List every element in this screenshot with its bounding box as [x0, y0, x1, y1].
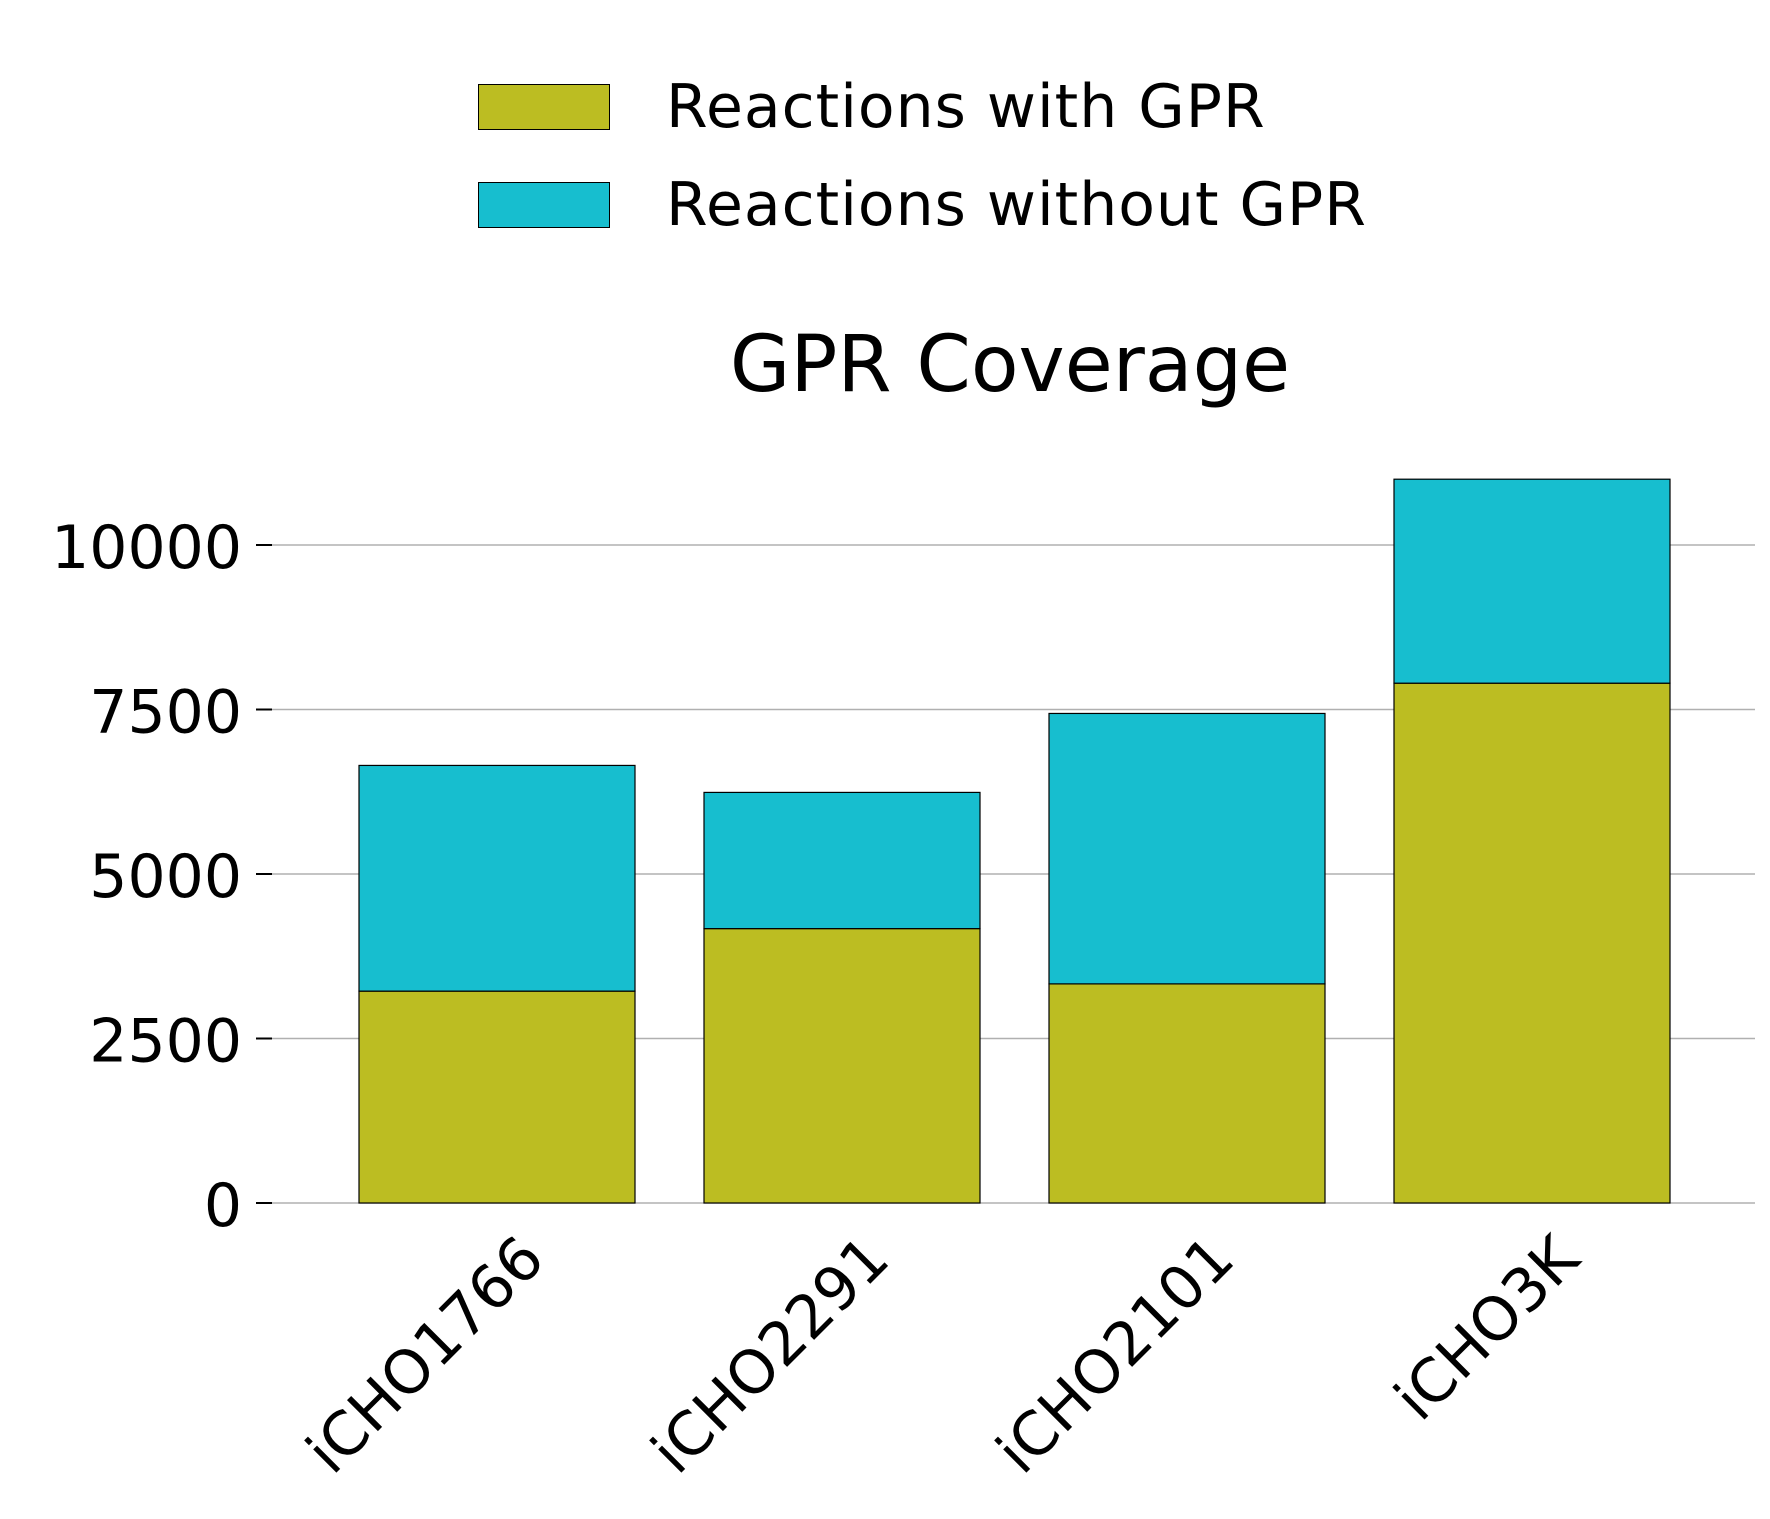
x-tick-label-iCHO3K: iCHO3K — [1382, 1222, 1594, 1434]
x-tick-label-iCHO1766: iCHO1766 — [293, 1223, 557, 1487]
x-tick-label-iCHO2101: iCHO2101 — [983, 1223, 1247, 1487]
legend: Reactions with GPR Reactions without GPR — [478, 58, 1367, 254]
y-tick-label-7500: 7500 — [89, 678, 242, 748]
legend-label-with-gpr: Reactions with GPR — [666, 72, 1266, 142]
x-tick-label-iCHO2291: iCHO2291 — [638, 1223, 902, 1487]
y-tick-label-2500: 2500 — [89, 1007, 242, 1077]
bar-iCHO3K-with-gpr — [1393, 682, 1671, 1204]
chart-title: GPR Coverage — [729, 320, 1291, 410]
bar-iCHO2291-without-gpr — [703, 791, 981, 930]
legend-swatch-with-gpr — [478, 84, 610, 130]
legend-item-with-gpr: Reactions with GPR — [478, 58, 1367, 156]
bar-iCHO2101-with-gpr — [1048, 983, 1326, 1204]
bar-iCHO1766-without-gpr — [358, 764, 636, 992]
bar-iCHO2101-without-gpr — [1048, 712, 1326, 985]
legend-item-without-gpr: Reactions without GPR — [478, 156, 1367, 254]
bar-iCHO2291-with-gpr — [703, 928, 981, 1204]
bar-iCHO1766-with-gpr — [358, 990, 636, 1204]
y-tick-label-0: 0 — [204, 1171, 242, 1241]
y-tick-label-5000: 5000 — [89, 842, 242, 912]
legend-label-without-gpr: Reactions without GPR — [666, 170, 1367, 240]
y-tick-label-10000: 10000 — [51, 513, 242, 583]
bar-iCHO3K-without-gpr — [1393, 478, 1671, 684]
legend-swatch-without-gpr — [478, 182, 610, 228]
